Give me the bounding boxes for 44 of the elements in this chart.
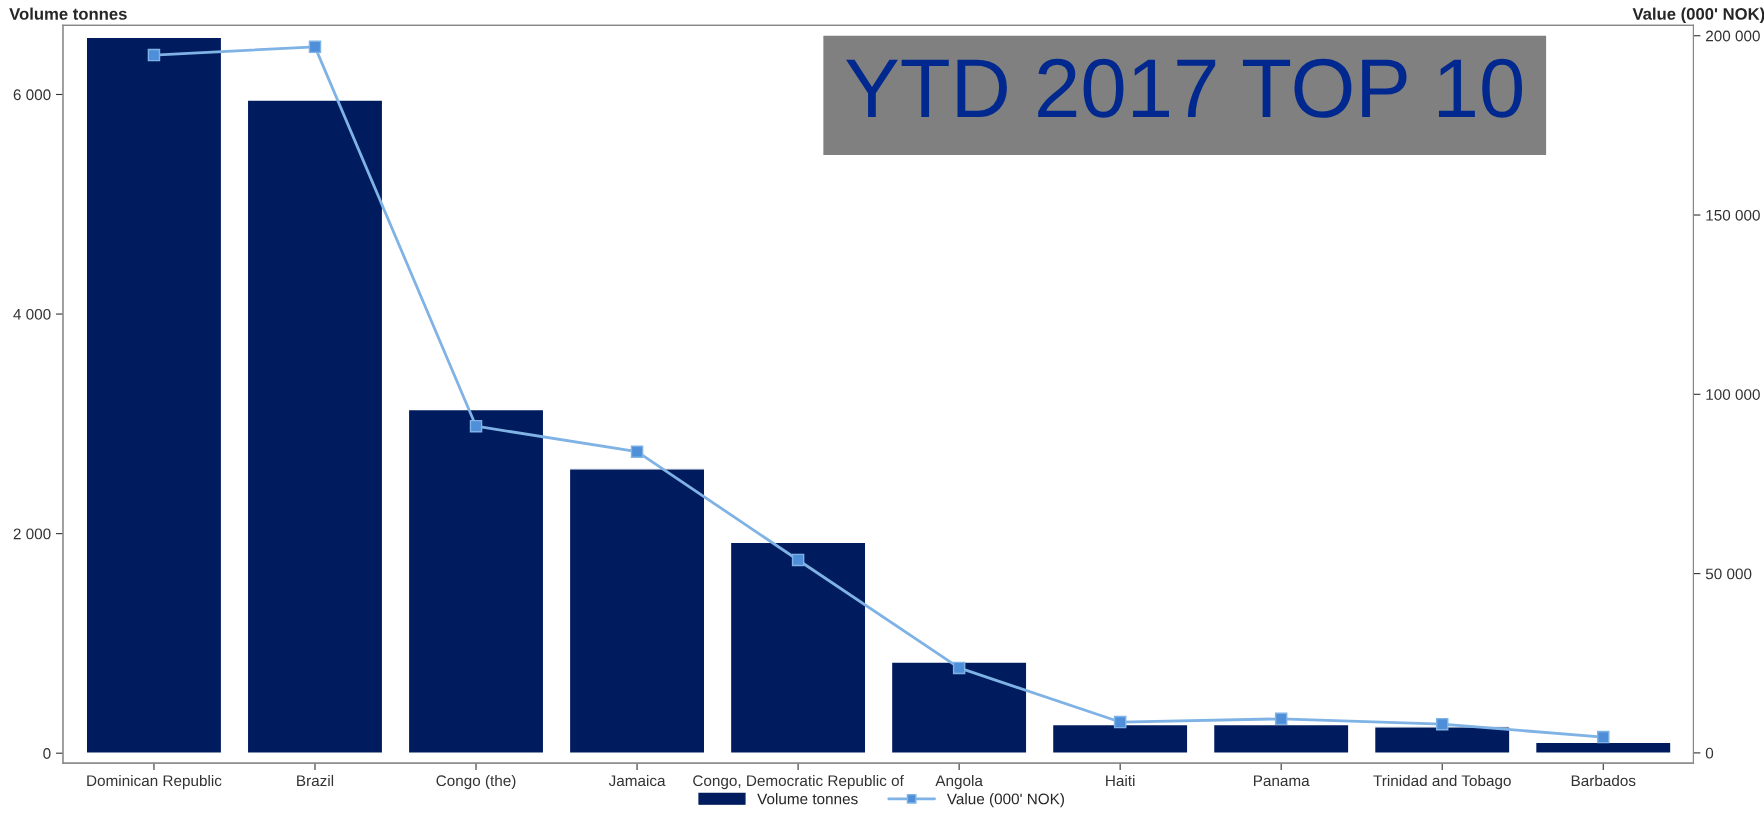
y2-tick-label: 200 000 xyxy=(1706,30,1760,42)
y2-tick-label: 50 000 xyxy=(1705,568,1752,580)
bar xyxy=(890,661,1028,754)
y2-tick-label: 150 000 xyxy=(1706,209,1760,221)
y-tick-label: 0 xyxy=(43,748,51,759)
point xyxy=(630,445,644,458)
x-tick-label: Congo (the) xyxy=(436,774,516,790)
x-tick-label: Dominican Republic xyxy=(87,774,222,790)
y-axis-title: Volume tonnes xyxy=(9,7,127,20)
bar xyxy=(246,99,384,754)
point xyxy=(1435,717,1449,731)
x-tick-label: Brazil xyxy=(297,774,334,787)
chart-title: YTD 2017 TOP 10 xyxy=(846,58,1523,118)
y-tick-label: 6 000 xyxy=(13,89,51,101)
x-tick-label: Barbados xyxy=(1571,774,1636,787)
point xyxy=(1597,730,1610,744)
x-tick-label: Panama xyxy=(1254,775,1310,787)
legend-label: Value (000' NOK) xyxy=(946,793,1064,808)
bar xyxy=(1534,741,1672,754)
x-tick-label: Trinidad and Tobago xyxy=(1373,774,1511,790)
point xyxy=(308,40,322,54)
point xyxy=(469,419,483,433)
bar xyxy=(729,541,867,754)
point xyxy=(952,661,966,675)
y2-tick-label: 100 000 xyxy=(1706,389,1760,400)
y-tick-label: 2 000 xyxy=(13,528,51,540)
point xyxy=(791,553,805,567)
point xyxy=(1274,712,1288,726)
x-tick-label: Jamaica xyxy=(608,774,666,787)
bar xyxy=(407,408,545,754)
bar xyxy=(1373,726,1511,754)
y-tick-label: 4 000 xyxy=(13,308,51,320)
point xyxy=(147,48,161,62)
bar xyxy=(568,468,706,754)
point xyxy=(1113,715,1127,729)
bar xyxy=(1212,723,1350,754)
x-tick-label: Congo, Democratic Republic of xyxy=(693,774,904,790)
legend-label: Volume tonnes xyxy=(757,793,858,805)
x-tick-label: Haiti xyxy=(1106,774,1135,787)
x-tick-label: Angola xyxy=(935,774,983,790)
bar xyxy=(85,36,223,754)
y2-axis-title: Value (000' NOK) xyxy=(1632,7,1764,24)
y2-tick-label: 0 xyxy=(1705,747,1714,759)
bar xyxy=(1051,723,1189,754)
